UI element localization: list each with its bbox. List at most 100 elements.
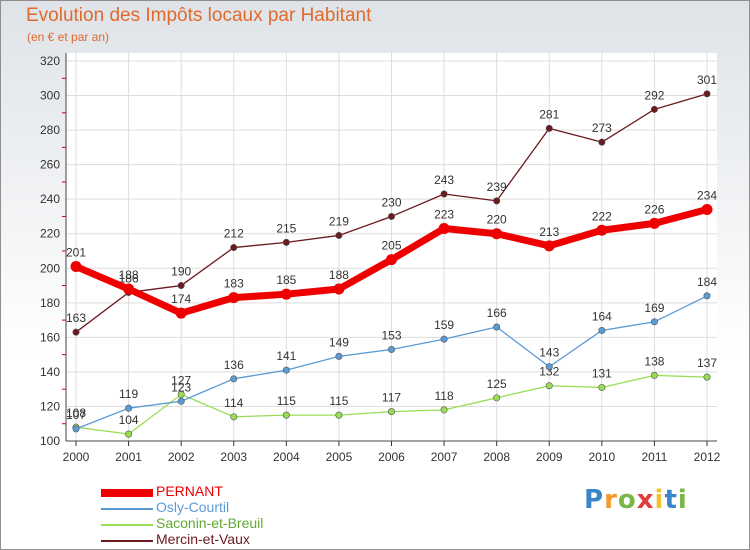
y-tick-label: 120 — [40, 399, 60, 413]
data-label: 164 — [592, 309, 612, 323]
data-label: 226 — [644, 202, 664, 216]
data-point — [440, 190, 448, 198]
data-point — [440, 335, 448, 343]
proxiti-logo: Proxiti — [584, 485, 688, 515]
chart-subtitle: (en € et par an) — [27, 30, 110, 44]
data-label: 188 — [329, 268, 349, 282]
data-label: 125 — [487, 377, 507, 391]
data-label: 213 — [539, 225, 559, 239]
data-point — [282, 366, 290, 374]
y-tick-label: 260 — [40, 158, 60, 172]
data-label: 166 — [487, 306, 507, 320]
legend-item: Mercin-et-Vaux — [101, 531, 321, 548]
data-point — [335, 352, 343, 360]
data-label: 220 — [487, 213, 507, 227]
data-point — [703, 373, 711, 381]
legend-swatch — [101, 540, 153, 542]
data-label: 115 — [277, 394, 296, 408]
data-label: 281 — [539, 107, 559, 121]
data-point — [125, 430, 133, 438]
data-point — [493, 394, 501, 402]
y-tick-label: 100 — [40, 434, 60, 448]
data-point — [650, 105, 658, 113]
data-point — [493, 197, 501, 205]
data-point — [438, 223, 450, 235]
data-label: 163 — [66, 311, 86, 325]
data-point — [650, 318, 658, 326]
x-tick-label: 2007 — [431, 450, 458, 464]
x-tick-label: 2010 — [588, 450, 615, 464]
data-point — [282, 238, 290, 246]
legend-label: Osly-Courtil — [156, 499, 230, 515]
data-label: 123 — [171, 380, 191, 394]
logo-letter: o — [617, 485, 637, 515]
data-label: 190 — [171, 265, 191, 279]
y-tick-label: 320 — [40, 54, 60, 68]
data-label: 114 — [224, 396, 243, 410]
data-point — [177, 282, 185, 290]
legend-item: Saconin-et-Breuil — [101, 515, 321, 532]
data-label: 107 — [66, 408, 86, 422]
data-label: 243 — [434, 173, 454, 187]
y-tick-label: 280 — [40, 123, 60, 137]
x-tick-label: 2009 — [536, 450, 563, 464]
data-point — [177, 397, 185, 405]
data-point — [230, 244, 238, 252]
x-tick-label: 2006 — [378, 450, 405, 464]
data-label: 292 — [644, 88, 664, 102]
legend-label: Mercin-et-Vaux — [156, 531, 250, 547]
data-label: 223 — [434, 208, 454, 222]
data-point — [230, 413, 238, 421]
data-point — [387, 345, 395, 353]
data-label: 137 — [697, 356, 717, 370]
data-point — [598, 383, 606, 391]
data-point — [650, 371, 658, 379]
legend-swatch — [101, 489, 153, 497]
data-label: 131 — [592, 366, 612, 380]
data-label: 185 — [276, 273, 296, 287]
data-label: 219 — [329, 214, 349, 228]
data-label: 115 — [329, 394, 348, 408]
data-point — [598, 138, 606, 146]
data-label: 169 — [644, 301, 664, 315]
x-tick-label: 2001 — [115, 450, 142, 464]
y-tick-label: 140 — [40, 365, 60, 379]
x-tick-label: 2000 — [63, 450, 90, 464]
data-point — [228, 292, 240, 304]
y-tick-label: 200 — [40, 261, 60, 275]
data-label: 201 — [66, 246, 86, 260]
y-tick-label: 240 — [40, 192, 60, 206]
data-label: 205 — [381, 239, 401, 253]
data-point — [175, 307, 187, 319]
data-point — [387, 408, 395, 416]
data-point — [386, 254, 397, 266]
data-label: 230 — [381, 195, 401, 209]
data-label: 117 — [382, 391, 401, 405]
data-point — [177, 390, 185, 398]
data-point — [543, 240, 555, 252]
data-label: 215 — [276, 221, 296, 235]
data-label: 108 — [66, 406, 86, 420]
x-tick-label: 2012 — [694, 450, 721, 464]
data-point — [335, 231, 343, 239]
data-label: 127 — [171, 373, 191, 387]
data-label: 212 — [224, 227, 244, 241]
data-point — [280, 288, 292, 300]
x-tick-label: 2002 — [168, 450, 195, 464]
logo-letter: t — [664, 485, 678, 515]
data-label: 138 — [644, 354, 664, 368]
legend-item: PERNANT — [101, 483, 321, 500]
logo-letter: i — [654, 485, 665, 515]
legend-swatch — [101, 508, 153, 510]
data-label: 153 — [381, 328, 401, 342]
data-label: 222 — [592, 209, 612, 223]
y-tick-label: 220 — [40, 227, 60, 241]
data-point — [282, 411, 290, 419]
data-point — [72, 328, 80, 336]
data-label: 132 — [539, 365, 559, 379]
data-label: 186 — [119, 271, 139, 285]
x-tick-label: 2003 — [220, 450, 247, 464]
data-point — [493, 323, 501, 331]
